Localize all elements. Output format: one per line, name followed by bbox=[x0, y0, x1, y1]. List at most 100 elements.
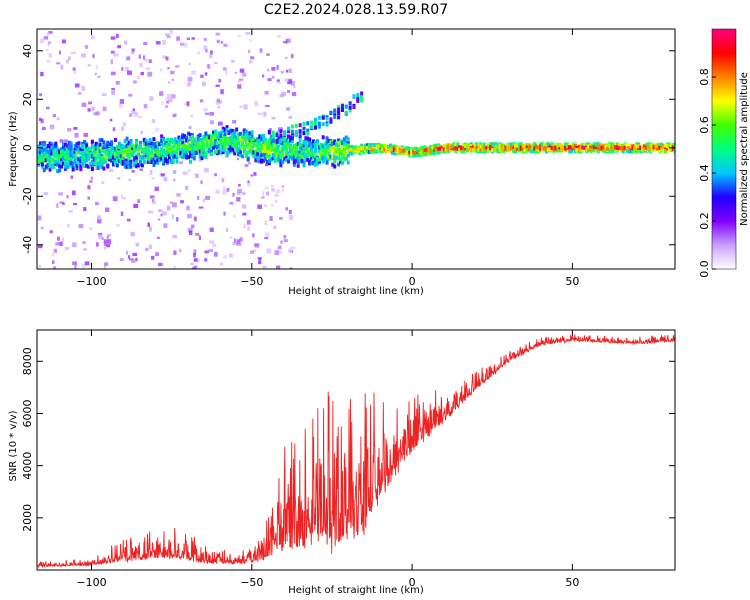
spectrogram-ridge-cell bbox=[225, 125, 229, 130]
spectrogram-noise-cell bbox=[284, 56, 288, 60]
spectrogram-ridge-cell bbox=[65, 147, 69, 152]
spectrogram-noise-cell bbox=[58, 192, 63, 196]
spectrogram-noise-cell bbox=[72, 67, 76, 71]
spectrogram-ridge-cell bbox=[81, 150, 85, 155]
spectrogram-noise-cell bbox=[173, 178, 176, 182]
spectrogram-noise-cell bbox=[155, 127, 159, 133]
spectrogram-ridge-cell bbox=[456, 142, 460, 147]
spectrogram-noise-cell bbox=[94, 72, 97, 76]
spectrogram-ridge-cell bbox=[88, 146, 92, 151]
spectrogram-noise-cell bbox=[214, 62, 218, 65]
spectrogram-ridge-cell bbox=[177, 146, 181, 151]
spectrogram-noise-cell bbox=[95, 201, 99, 206]
spectrogram-noise-cell bbox=[137, 199, 141, 203]
spectrogram-noise-cell bbox=[289, 214, 293, 220]
spectrogram-ridge-cell bbox=[506, 143, 510, 148]
spectrogram-ridge-cell bbox=[277, 158, 281, 163]
spectrogram-noise-cell bbox=[225, 70, 228, 76]
spectrogram-ridge-cell bbox=[208, 135, 212, 140]
spectrogram-noise-cell bbox=[48, 41, 52, 44]
spectrogram-ridge-cell bbox=[206, 140, 210, 145]
spectrogram-noise-cell bbox=[42, 126, 46, 131]
spectrogram-ridge-cell bbox=[552, 142, 556, 147]
spectrogram-ridge-cell bbox=[421, 145, 425, 150]
spectrogram-ridge-cell bbox=[448, 147, 452, 152]
spectrogram-ridge-cell bbox=[340, 160, 344, 165]
spectrogram-ridge-cell bbox=[42, 156, 46, 161]
spectrogram-noise-cell bbox=[292, 91, 297, 97]
spectrogram-ridge-cell bbox=[213, 144, 217, 149]
spectrogram-ridge-cell bbox=[140, 147, 144, 152]
spectrogram-ridge-cell bbox=[277, 155, 281, 160]
spectrogram-ridge-cell bbox=[181, 144, 185, 149]
spectrogram-y-axis-label: Frequency (Hz) bbox=[8, 111, 19, 187]
spectrogram-noise-cell bbox=[258, 258, 261, 262]
spectrogram-noise-cell bbox=[127, 255, 131, 259]
spectrogram-noise-cell bbox=[155, 252, 159, 256]
spectrogram-noise-cell bbox=[271, 67, 276, 71]
spectrogram-ridge-cell bbox=[138, 154, 142, 159]
spectrogram-ridge-cell bbox=[285, 154, 289, 159]
spectrogram-ridge-cell bbox=[392, 151, 396, 156]
spectrogram-ridge-cell bbox=[623, 145, 627, 150]
spectrogram-noise-cell bbox=[90, 176, 94, 180]
spectrogram-noise-cell bbox=[78, 223, 84, 229]
spectrogram-ridge-cell bbox=[54, 159, 58, 164]
spectrogram-ridge-cell bbox=[633, 148, 637, 153]
spectrogram-ridge-cell bbox=[408, 146, 412, 151]
spectrogram-ridge-cell bbox=[610, 142, 614, 147]
spectrogram-branch-cell bbox=[352, 105, 356, 110]
spectrogram-noise-cell bbox=[88, 101, 93, 105]
spectrogram-ridge-cell bbox=[106, 164, 110, 169]
spectrogram-noise-cell bbox=[253, 172, 257, 176]
spectrogram-ridge-cell bbox=[285, 142, 289, 147]
spectrogram-ridge-cell bbox=[342, 147, 346, 152]
spectrogram-noise-cell bbox=[109, 118, 113, 122]
spectrogram-ridge-cell bbox=[262, 139, 266, 144]
spectrogram-noise-cell bbox=[62, 202, 65, 205]
spectrogram-noise-cell bbox=[122, 197, 127, 200]
spectrogram-noise-cell bbox=[162, 211, 167, 216]
spectrogram-ridge-cell bbox=[333, 145, 337, 150]
spectrogram-ridge-cell bbox=[602, 148, 606, 153]
spectrogram-ridge-cell bbox=[192, 137, 196, 142]
spectrogram-branch-cell bbox=[360, 98, 364, 103]
spectrogram-noise-cell bbox=[249, 250, 254, 255]
spectrogram-noise-cell bbox=[258, 144, 261, 148]
spectrogram-ridge-cell bbox=[512, 142, 516, 147]
spectrogram-ridge-cell bbox=[527, 147, 531, 152]
spectrogram-ridge-cell bbox=[596, 142, 600, 147]
spectrogram-ridge-cell bbox=[306, 153, 310, 158]
spectrogram-ridge-cell bbox=[467, 143, 471, 148]
spectrogram-ridge-cell bbox=[648, 143, 652, 148]
spectrogram-ridge-cell bbox=[65, 162, 69, 167]
spectrogram-ridge-cell bbox=[327, 138, 331, 143]
spectrogram-noise-cell bbox=[145, 67, 151, 71]
spectrogram-ridge-cell bbox=[448, 143, 452, 148]
spectrogram-ridge-cell bbox=[56, 169, 60, 174]
spectrogram-noise-cell bbox=[266, 68, 270, 72]
spectrogram-ridge-cell bbox=[260, 151, 264, 156]
spectrogram-ridge-cell bbox=[650, 148, 654, 153]
spectrogram-ridge-cell bbox=[419, 147, 423, 152]
snr-x-tick-label: −100 bbox=[76, 576, 106, 589]
spectrogram-noise-cell bbox=[232, 241, 237, 246]
spectrogram-branch-cell bbox=[314, 117, 318, 122]
spectrogram-ridge-cell bbox=[281, 152, 285, 157]
spectrogram-noise-cell bbox=[285, 38, 291, 43]
spectrogram-ridge-cell bbox=[340, 155, 344, 160]
spectrogram-ridge-cell bbox=[475, 146, 479, 151]
spectrogram-ridge-cell bbox=[606, 146, 610, 151]
spectrogram-ridge-cell bbox=[344, 153, 348, 158]
spectrogram-noise-cell bbox=[51, 260, 55, 264]
spectrogram-ridge-cell bbox=[654, 144, 658, 149]
spectrogram-noise-cell bbox=[242, 139, 247, 142]
spectrogram-ridge-cell bbox=[106, 146, 110, 151]
spectrogram-ridge-cell bbox=[117, 141, 121, 146]
spectrogram-ridge-cell bbox=[85, 148, 89, 153]
spectrogram-noise-cell bbox=[125, 66, 129, 72]
spectrogram-ridge-cell bbox=[333, 159, 337, 164]
spectrogram-ridge-cell bbox=[571, 145, 575, 150]
spectrogram-ridge-cell bbox=[258, 141, 262, 146]
spectrogram-ridge-cell bbox=[265, 152, 269, 157]
